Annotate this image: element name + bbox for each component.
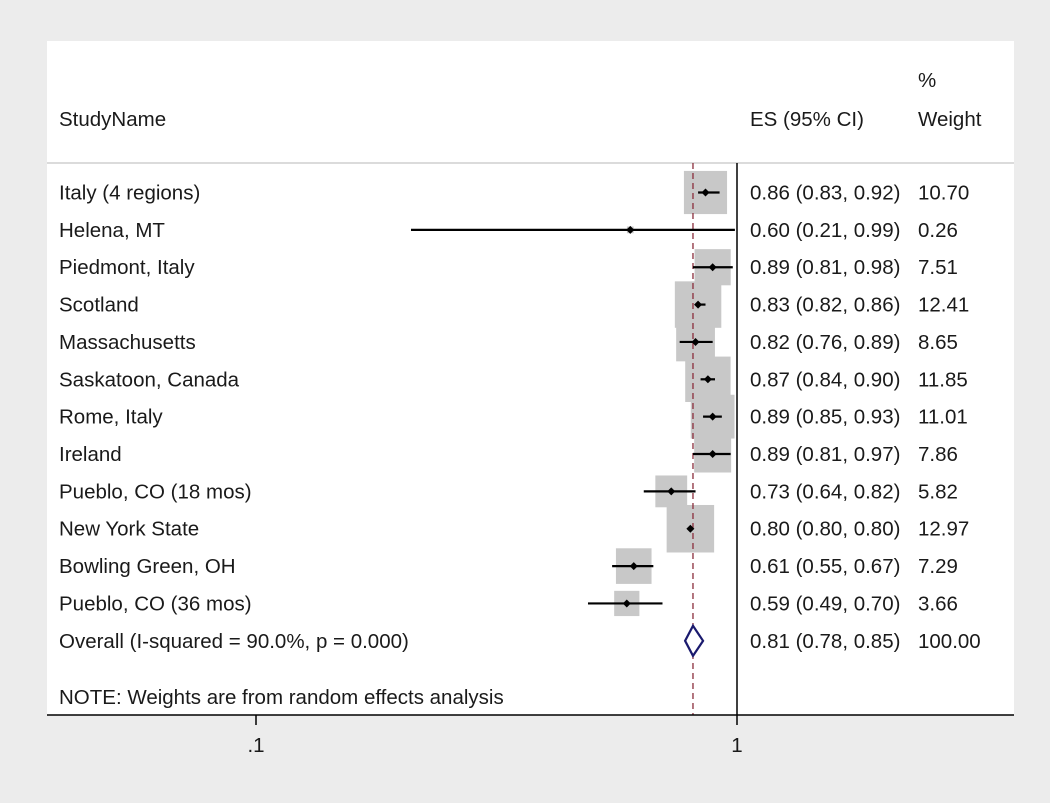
study-name-label: Piedmont, Italy <box>59 256 195 279</box>
study-name-label: New York State <box>59 518 199 541</box>
study-name-label: Pueblo, CO (18 mos) <box>59 480 252 503</box>
weight-label: 7.86 <box>918 443 958 466</box>
effect-size-label: 0.61 (0.55, 0.67) <box>750 555 900 578</box>
study-name-label: Ireland <box>59 443 122 466</box>
effect-size-label: 0.89 (0.81, 0.98) <box>750 256 900 279</box>
plot-panel <box>47 41 1014 715</box>
effect-size-label: 0.89 (0.85, 0.93) <box>750 406 900 429</box>
point-estimate <box>622 599 631 608</box>
effect-size-label: 0.73 (0.64, 0.82) <box>750 480 900 503</box>
weight-label: 11.85 <box>918 368 968 391</box>
weight-label: 12.97 <box>918 518 969 541</box>
effect-size-label: 0.87 (0.84, 0.90) <box>750 368 900 391</box>
point-estimate <box>703 375 712 384</box>
point-estimate <box>694 300 703 309</box>
effect-size-label: 0.60 (0.21, 0.99) <box>750 219 900 242</box>
point-estimate <box>686 524 695 533</box>
x-tick-label: .1 <box>247 734 264 757</box>
point-estimate <box>701 188 710 197</box>
overall-effect-size-label: 0.81 (0.78, 0.85) <box>750 630 900 653</box>
x-tick-label: 1 <box>731 734 742 757</box>
study-name-label: Pueblo, CO (36 mos) <box>59 592 252 615</box>
weight-label: 0.26 <box>918 219 958 242</box>
weight-label: 7.51 <box>918 256 958 279</box>
study-name-label: Scotland <box>59 294 139 317</box>
study-name-label: Helena, MT <box>59 219 165 242</box>
point-estimate <box>708 412 717 421</box>
header-weight-line1: % <box>918 69 936 92</box>
study-name-label: Rome, Italy <box>59 406 163 429</box>
point-estimate <box>708 450 717 459</box>
header-es: ES (95% CI) <box>750 108 864 131</box>
header-study: StudyName <box>59 108 166 131</box>
weight-label: 7.29 <box>918 555 958 578</box>
overall-weight-label: 100.00 <box>918 630 981 653</box>
point-estimate <box>708 263 717 272</box>
weight-label: 10.70 <box>918 182 969 205</box>
effect-size-label: 0.89 (0.81, 0.97) <box>750 443 900 466</box>
effect-size-label: 0.80 (0.80, 0.80) <box>750 518 900 541</box>
weight-label: 12.41 <box>918 294 969 317</box>
weight-label: 5.82 <box>918 480 958 503</box>
effect-size-label: 0.83 (0.82, 0.86) <box>750 294 900 317</box>
study-name-label: Italy (4 regions) <box>59 182 200 205</box>
point-estimate <box>667 487 676 496</box>
point-estimate <box>629 562 638 571</box>
study-name-label: Saskatoon, Canada <box>59 368 240 391</box>
point-estimate <box>691 337 700 346</box>
overall-label: Overall (I-squared = 90.0%, p = 0.000) <box>59 630 409 653</box>
study-name-label: Massachusetts <box>59 331 196 354</box>
overall-diamond <box>683 623 705 658</box>
weight-label: 3.66 <box>918 592 958 615</box>
header-weight-line2: Weight <box>918 108 982 131</box>
effect-size-label: 0.86 (0.83, 0.92) <box>750 182 900 205</box>
weight-label: 11.01 <box>918 406 968 429</box>
point-estimate <box>626 225 635 234</box>
weight-label: 8.65 <box>918 331 958 354</box>
study-name-label: Bowling Green, OH <box>59 555 236 578</box>
effect-size-label: 0.59 (0.49, 0.70) <box>750 592 900 615</box>
effect-size-label: 0.82 (0.76, 0.89) <box>750 331 900 354</box>
note-text: NOTE: Weights are from random effects an… <box>59 686 504 709</box>
